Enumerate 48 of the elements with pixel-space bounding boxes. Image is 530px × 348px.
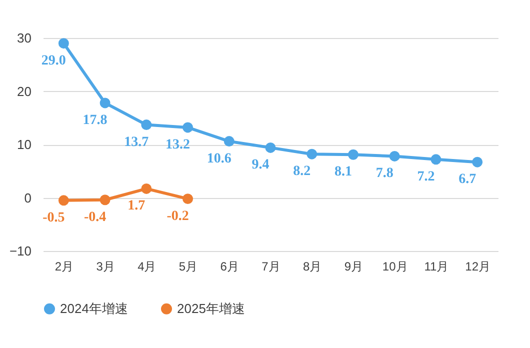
data-label: 7.2 — [417, 169, 435, 184]
y-tick-label: 10 — [17, 137, 32, 152]
x-tick-label: 9月 — [344, 260, 364, 274]
data-label: -0.5 — [42, 210, 65, 226]
data-label: 29.0 — [41, 53, 66, 68]
x-tick-label: 2月 — [54, 260, 74, 274]
point — [182, 194, 194, 204]
x-tick-label: 12月 — [465, 260, 490, 274]
x-tick-label: 8月 — [303, 260, 322, 274]
x-tick-label: 7月 — [262, 260, 280, 274]
data-label: 10.6 — [206, 151, 232, 166]
y-tick-label: 30 — [17, 30, 32, 46]
point — [182, 122, 194, 133]
x-tick-label: 11月 — [424, 260, 449, 274]
point — [100, 194, 110, 206]
data-label: 8.2 — [293, 164, 311, 180]
y-tick-label: −10 — [9, 244, 32, 258]
point — [141, 183, 152, 194]
data-label: -0.2 — [166, 208, 189, 224]
x-tick-label: 4月 — [138, 260, 156, 274]
x-tick-label: 3月 — [96, 260, 115, 274]
point — [58, 195, 69, 206]
point — [472, 156, 483, 168]
point — [141, 120, 152, 130]
data-label: 13.7 — [124, 134, 149, 150]
data-label: -0.4 — [84, 210, 106, 225]
y-tick-label: 0 — [24, 190, 32, 206]
x-tick-label: 5月 — [178, 260, 198, 274]
data-label: 7.8 — [376, 166, 394, 182]
point — [265, 142, 276, 153]
x-tick-label: 10月 — [382, 260, 408, 274]
x-tick-label: 6月 — [220, 260, 239, 274]
legend-label: 2024年增速 — [60, 300, 128, 316]
data-label: 9.4 — [252, 158, 270, 173]
point — [389, 150, 400, 162]
point — [430, 154, 442, 165]
data-label: 13.2 — [166, 137, 190, 152]
data-label: 1.7 — [128, 198, 146, 214]
data-label: 17.8 — [82, 112, 108, 128]
point — [58, 38, 69, 49]
point — [348, 149, 358, 160]
point — [306, 148, 318, 160]
legend-label: 2025年增速 — [177, 300, 245, 316]
point — [224, 136, 234, 147]
point — [100, 98, 110, 108]
data-label: 6.7 — [458, 172, 476, 188]
y-tick-label: 20 — [17, 84, 32, 99]
data-label: 8.1 — [334, 164, 352, 180]
